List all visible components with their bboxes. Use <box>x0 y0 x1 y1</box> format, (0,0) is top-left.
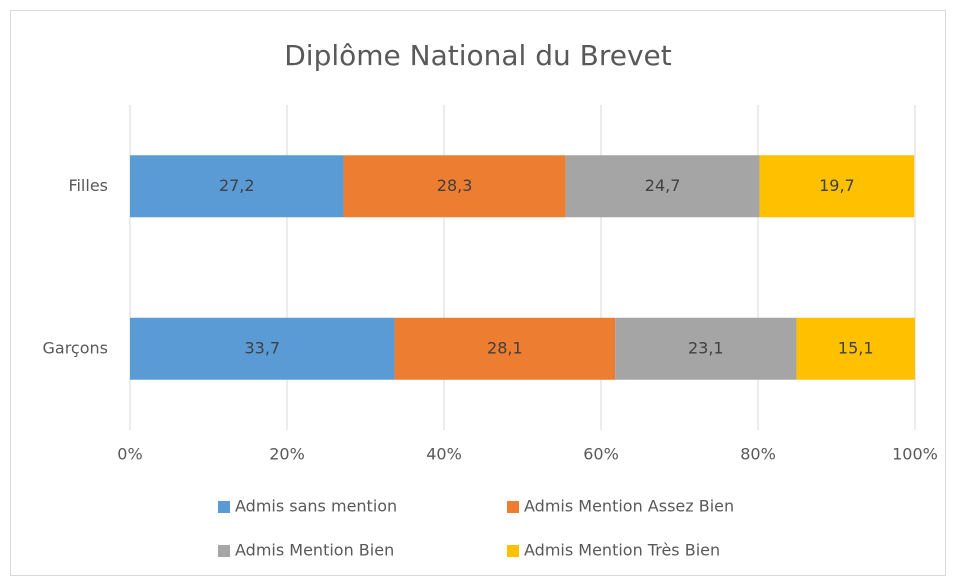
data-label: 28,1 <box>487 338 523 357</box>
chart-border <box>10 10 946 576</box>
bar-segment <box>130 155 344 218</box>
data-label: 23,1 <box>688 338 724 357</box>
bar-segment <box>394 317 616 380</box>
data-label: 27,2 <box>219 176 255 195</box>
x-tick-label: 0% <box>117 445 142 464</box>
bar-segment <box>565 155 760 218</box>
y-tick-label: Garçons <box>43 338 109 357</box>
x-tick-label: 100% <box>892 445 938 464</box>
legend-label: Admis Mention Très Bien <box>524 541 720 560</box>
data-label: 19,7 <box>819 176 855 195</box>
legend-swatch <box>507 545 519 557</box>
data-label: 33,7 <box>244 338 280 357</box>
bar-segment <box>130 317 395 380</box>
data-label: 28,3 <box>437 176 473 195</box>
bar-segment <box>343 155 566 218</box>
legend-label: Admis sans mention <box>235 497 397 516</box>
y-tick-label: Filles <box>68 176 108 195</box>
bar-segment <box>759 155 915 218</box>
legend-swatch <box>507 501 519 513</box>
legend-label: Admis Mention Assez Bien <box>524 497 734 516</box>
x-tick-label: 80% <box>740 445 776 464</box>
bar-segment <box>796 317 915 380</box>
x-tick-label: 20% <box>269 445 305 464</box>
bar-segment <box>615 317 797 380</box>
legend-swatch <box>218 501 230 513</box>
data-label: 24,7 <box>645 176 681 195</box>
chart-title: Diplôme National du Brevet <box>284 39 672 72</box>
x-tick-label: 40% <box>426 445 462 464</box>
legend-swatch <box>218 545 230 557</box>
legend-label: Admis Mention Bien <box>235 541 394 560</box>
data-label: 15,1 <box>838 338 874 357</box>
x-tick-label: 60% <box>583 445 619 464</box>
